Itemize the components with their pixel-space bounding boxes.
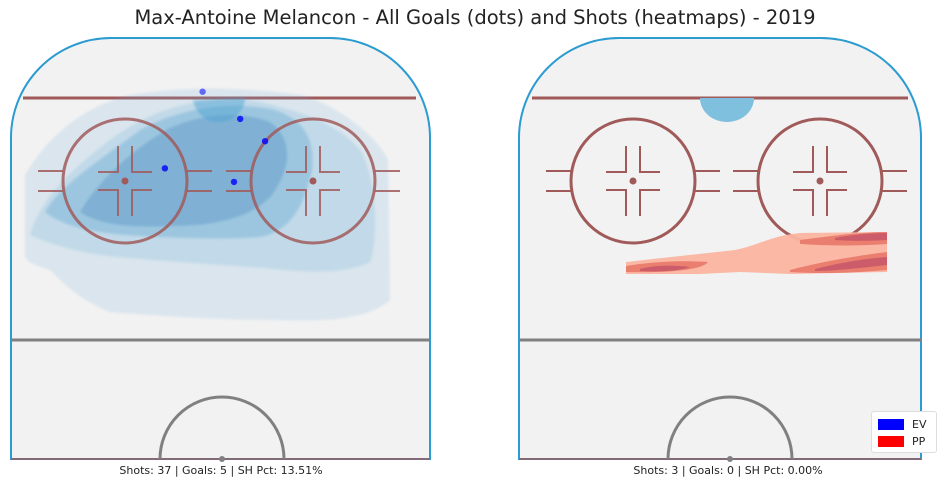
legend-swatch-pp — [878, 435, 904, 447]
ev-density-peak — [193, 98, 245, 122]
chart-title: Max-Antoine Melancon - All Goals (dots) … — [134, 6, 816, 29]
right-faceoff-left-dot — [629, 177, 637, 185]
right-center-dot — [727, 456, 733, 462]
goal-dot — [237, 115, 244, 123]
legend-item-pp: PP — [878, 434, 925, 448]
left-rink — [9, 37, 432, 462]
goal-dot — [261, 138, 269, 145]
left-faceoff-right-dot — [309, 177, 317, 185]
pp-density-peak-2 — [835, 233, 887, 241]
left-faceoff-left — [38, 117, 212, 245]
right-rink — [517, 37, 923, 462]
left-faceoff-left-circle — [61, 117, 189, 245]
right-faceoff-right-dot — [816, 177, 824, 185]
pp-heatmap — [626, 232, 887, 274]
pp-density-level-4 — [790, 252, 887, 274]
legend: EV PP — [871, 411, 937, 453]
right-faceoff-left-circle — [569, 117, 697, 245]
left-center-dot — [219, 456, 225, 462]
right-goal-crease — [700, 98, 754, 122]
right-rink-ice — [517, 37, 923, 460]
left-faceoff-left-dot — [121, 177, 129, 185]
pp-density-peak-1 — [640, 265, 690, 272]
right-faceoff-right-hash — [733, 146, 907, 216]
left-faceoff-right-hash — [226, 146, 400, 216]
legend-label-ev: EV — [912, 417, 927, 431]
left-caption: Shots: 37 | Goals: 5 | SH Pct: 13.51% — [119, 464, 323, 477]
legend-item-ev: EV — [878, 417, 926, 431]
pp-density-peak-3 — [815, 257, 887, 271]
goal-dot — [230, 178, 238, 186]
right-center-circle — [666, 395, 794, 460]
left-faceoff-right-circle — [249, 117, 377, 245]
goal-dot — [161, 165, 169, 172]
legend-swatch-ev — [878, 418, 904, 430]
left-center-circle — [158, 395, 286, 460]
left-faceoff-right — [226, 117, 400, 245]
right-faceoff-left — [546, 117, 720, 245]
right-caption: Shots: 3 | Goals: 0 | SH Pct: 0.00% — [633, 464, 823, 477]
right-faceoff-left-hash — [546, 146, 720, 216]
goal-dots-left — [161, 88, 269, 186]
goal-dot — [199, 88, 206, 95]
legend-label-pp: PP — [912, 434, 926, 448]
left-faceoff-left-hash — [38, 146, 212, 216]
